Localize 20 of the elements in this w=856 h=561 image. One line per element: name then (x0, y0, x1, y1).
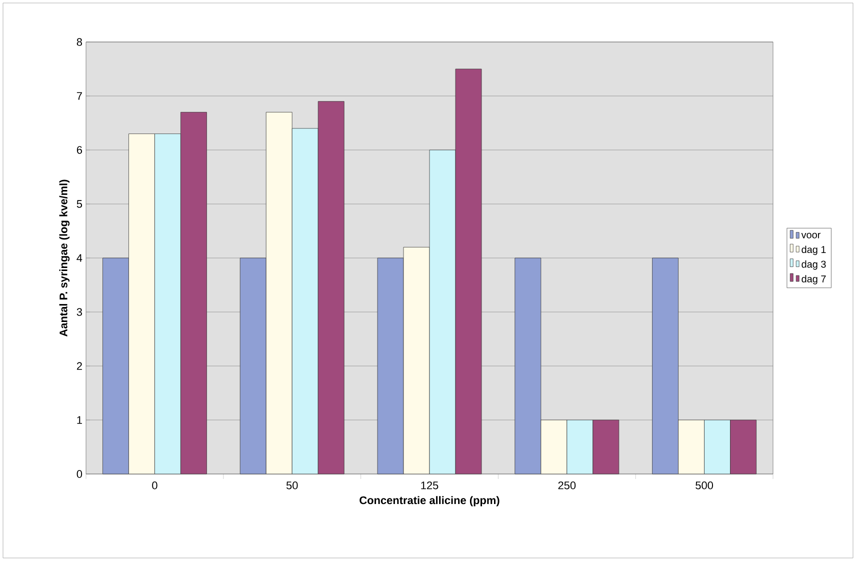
y-tick-label: 8 (76, 38, 82, 46)
y-axis-title: Aantal P. syringae (log kve/ml) (59, 180, 70, 336)
x-tick-label: 500 (696, 482, 714, 490)
y-tick-label: 3 (76, 308, 82, 316)
legend-label: dag 7 (802, 275, 826, 284)
y-tick-label: 2 (76, 362, 82, 370)
y-tick-label: 4 (76, 254, 82, 262)
legend-label: dag 3 (802, 260, 826, 270)
y-tick-label: 5 (76, 200, 82, 208)
x-tick-label: 125 (421, 482, 438, 490)
x-axis-title: Concentratie allicine (ppm) (360, 496, 500, 506)
x-tick-label: 0 (152, 482, 158, 490)
x-tick-label: 250 (558, 482, 576, 490)
legend-label: dag 1 (802, 246, 826, 256)
y-tick-label: 0 (76, 470, 82, 478)
y-tick-label: 7 (76, 92, 82, 100)
x-tick-label: 50 (286, 482, 298, 490)
legend-label: voor (801, 232, 821, 238)
y-tick-label: 1 (77, 416, 82, 424)
y-tick-label: 6 (76, 146, 82, 154)
